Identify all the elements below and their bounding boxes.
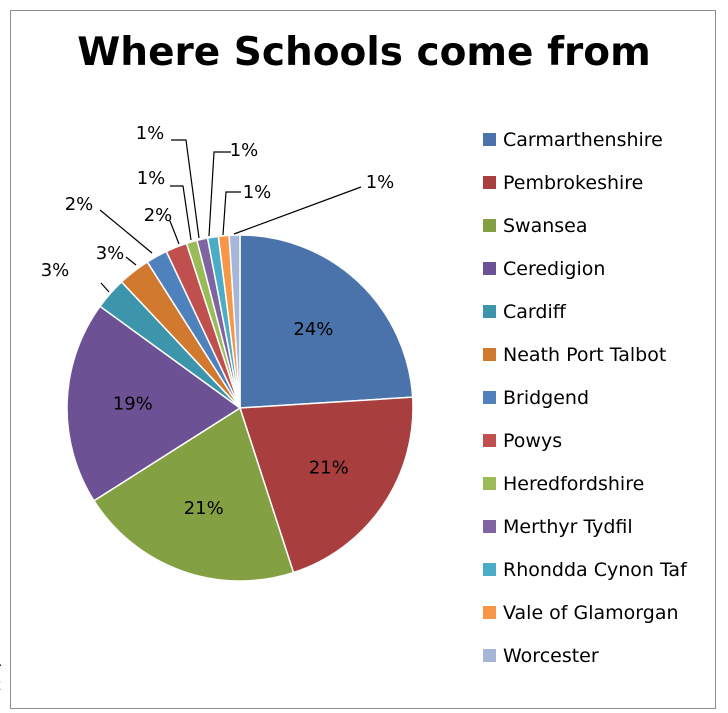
leader-line xyxy=(222,191,241,236)
data-label: 1% xyxy=(230,140,259,161)
legend-label: Bridgend xyxy=(503,386,590,409)
leader-line xyxy=(100,282,110,293)
legend-label: Neath Port Talbot xyxy=(503,343,667,366)
chart-title: Where Schools come from xyxy=(77,30,651,75)
legend-swatch xyxy=(483,348,496,361)
legend-item: Merthyr Tydfil xyxy=(483,505,687,548)
legend-item: Carmarthenshire xyxy=(483,118,687,161)
legend-label: Heredfordshire xyxy=(503,472,645,495)
pie-slice-swansea[interactable] xyxy=(92,406,295,582)
legend-label: Worcester xyxy=(503,644,599,667)
legend-swatch xyxy=(483,262,496,275)
legend-swatch xyxy=(483,606,496,619)
pie-slice-worcester[interactable] xyxy=(228,234,241,409)
data-label: 1% xyxy=(137,168,166,189)
legend-swatch xyxy=(483,391,496,404)
data-label: 19% xyxy=(113,394,153,415)
legend-item: Neath Port Talbot xyxy=(483,333,687,376)
clipped-text-line: t xyxy=(0,677,10,694)
data-label: 21% xyxy=(309,457,349,478)
legend-swatch xyxy=(483,434,496,447)
data-label: 2% xyxy=(65,194,94,215)
chart-legend: Carmarthenshire Pembrokeshire Swansea Cered… xyxy=(483,118,687,677)
data-label: 24% xyxy=(293,319,333,340)
legend-label: Ceredigion xyxy=(503,257,606,280)
leader-line xyxy=(99,209,153,254)
legend-item: Swansea xyxy=(483,204,687,247)
leader-line xyxy=(170,185,192,241)
legend-label: Rhondda Cynon Taf xyxy=(503,558,687,581)
leader-line xyxy=(171,139,200,239)
legend-swatch xyxy=(483,649,496,662)
legend-item: Bridgend xyxy=(483,376,687,419)
data-label: 3% xyxy=(41,260,70,281)
legend-item: Heredfordshire xyxy=(483,462,687,505)
pie-slice-ceredigion[interactable] xyxy=(66,305,242,502)
pie-slice-carmarthenshire[interactable] xyxy=(239,234,414,409)
legend-label: Merthyr Tydfil xyxy=(503,515,633,538)
data-label: 21% xyxy=(184,498,224,519)
legend-swatch xyxy=(483,133,496,146)
data-label: 1% xyxy=(366,172,395,193)
legend-swatch xyxy=(483,219,496,232)
legend-label: Pembrokeshire xyxy=(503,171,644,194)
data-label: 1% xyxy=(136,123,165,144)
legend-swatch xyxy=(483,176,496,189)
legend-label: Cardiff xyxy=(503,300,566,323)
legend-item: Ceredigion xyxy=(483,247,687,290)
data-label: 1% xyxy=(243,182,272,203)
legend-item: Worcester xyxy=(483,634,687,677)
legend-item: Vale of Glamorgan xyxy=(483,591,687,634)
legend-swatch xyxy=(483,563,496,576)
leader-line xyxy=(125,256,137,266)
legend-label: Carmarthenshire xyxy=(503,128,663,151)
legend-label: Swansea xyxy=(503,214,588,237)
legend-label: Vale of Glamorgan xyxy=(503,601,679,624)
legend-item: Cardiff xyxy=(483,290,687,333)
legend-swatch xyxy=(483,477,496,490)
legend-swatch xyxy=(483,305,496,318)
leader-line xyxy=(233,186,362,235)
data-label: 2% xyxy=(144,205,173,226)
leader-line xyxy=(169,220,180,245)
legend-item: Pembrokeshire xyxy=(483,161,687,204)
pie-slice-pembrokeshire[interactable] xyxy=(238,396,414,574)
legend-item: Powys xyxy=(483,419,687,462)
clipped-text-line: r xyxy=(0,660,10,677)
data-label: 3% xyxy=(96,243,125,264)
leader-line xyxy=(208,151,231,237)
legend-item: Rhondda Cynon Taf xyxy=(483,548,687,591)
clipped-background-text: r t xyxy=(0,660,10,694)
legend-label: Powys xyxy=(503,429,563,452)
legend-swatch xyxy=(483,520,496,533)
